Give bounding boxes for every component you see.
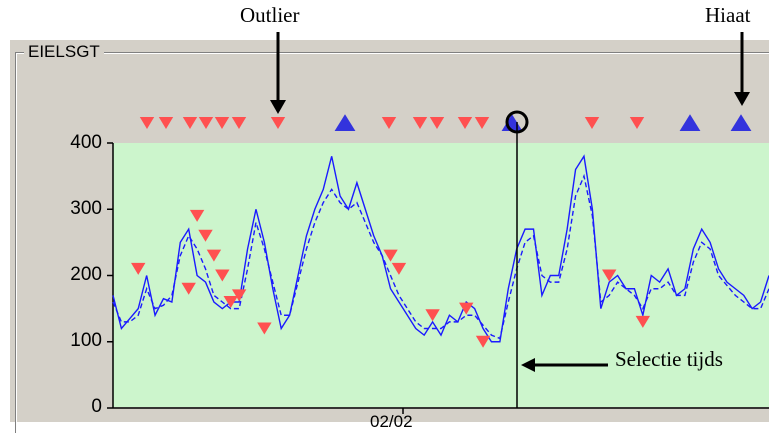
selection-arrow: [521, 358, 608, 372]
gap-flag-marker: [679, 114, 701, 131]
gap-flag-marker: [730, 114, 752, 131]
series-line-solid: [112, 154, 769, 343]
chart-svg: [107, 32, 769, 414]
outlier-marker: [198, 229, 213, 242]
outlier-flag-marker: [584, 117, 600, 129]
outlier-annotation: Outlier: [240, 3, 300, 27]
outlier-marker-layer: [131, 209, 651, 348]
outlier-flag-marker: [214, 117, 230, 129]
outlier-marker: [459, 302, 474, 315]
outlier-marker: [602, 269, 617, 282]
outlier-marker: [131, 262, 146, 275]
y-tick-label: 400: [70, 132, 102, 153]
gap-arrow: [734, 32, 750, 106]
gap-annotation: Hiaat: [705, 3, 751, 27]
groupbox-label: EIELSGT: [24, 42, 104, 62]
outlier-marker: [391, 262, 407, 275]
x-tick-label: 02/02: [370, 412, 413, 431]
outlier-flag-marker: [429, 117, 445, 129]
outlier-marker: [189, 209, 205, 222]
outlier-flag-marker: [231, 117, 247, 129]
y-tick-label: 300: [70, 198, 102, 219]
outlier-flag-marker: [381, 117, 397, 129]
outlier-marker: [223, 296, 238, 308]
top-marker-layer: [139, 114, 752, 131]
outlier-marker: [425, 309, 440, 322]
outlier-marker: [206, 249, 222, 262]
outlier-marker: [231, 289, 247, 302]
selection-annotation: Selectie tijds: [615, 347, 723, 372]
outlier-marker: [257, 322, 272, 335]
outlier-flag-marker: [139, 117, 155, 129]
outlier-arrow: [270, 32, 286, 114]
series-line-dashed: [112, 173, 769, 340]
outlier-flag-marker: [158, 117, 174, 129]
outlier-flag-marker: [412, 117, 428, 129]
groupbox-frame: [15, 52, 769, 433]
outlier-flag-marker: [629, 117, 645, 129]
gap-flag-marker: [334, 114, 356, 131]
outlier-flag-marker: [198, 117, 214, 129]
outlier-flag-marker: [182, 117, 198, 129]
outlier-marker: [475, 335, 491, 348]
outlier-marker: [215, 269, 230, 282]
y-tick-label: 200: [70, 264, 102, 285]
outlier-flag-marker: [270, 117, 286, 129]
outlier-flag-marker: [474, 117, 490, 129]
gap-flag-marker: [501, 114, 523, 131]
outlier-flag-marker: [457, 117, 473, 129]
outlier-marker: [635, 315, 651, 328]
outlier-marker: [383, 249, 398, 262]
series-layer: [112, 154, 769, 343]
y-tick-label: 0: [91, 396, 102, 417]
y-tick-label: 100: [70, 330, 102, 351]
selection-cursor-handle[interactable]: [505, 110, 529, 134]
y-ticks: [107, 142, 113, 409]
outlier-marker: [181, 282, 196, 295]
